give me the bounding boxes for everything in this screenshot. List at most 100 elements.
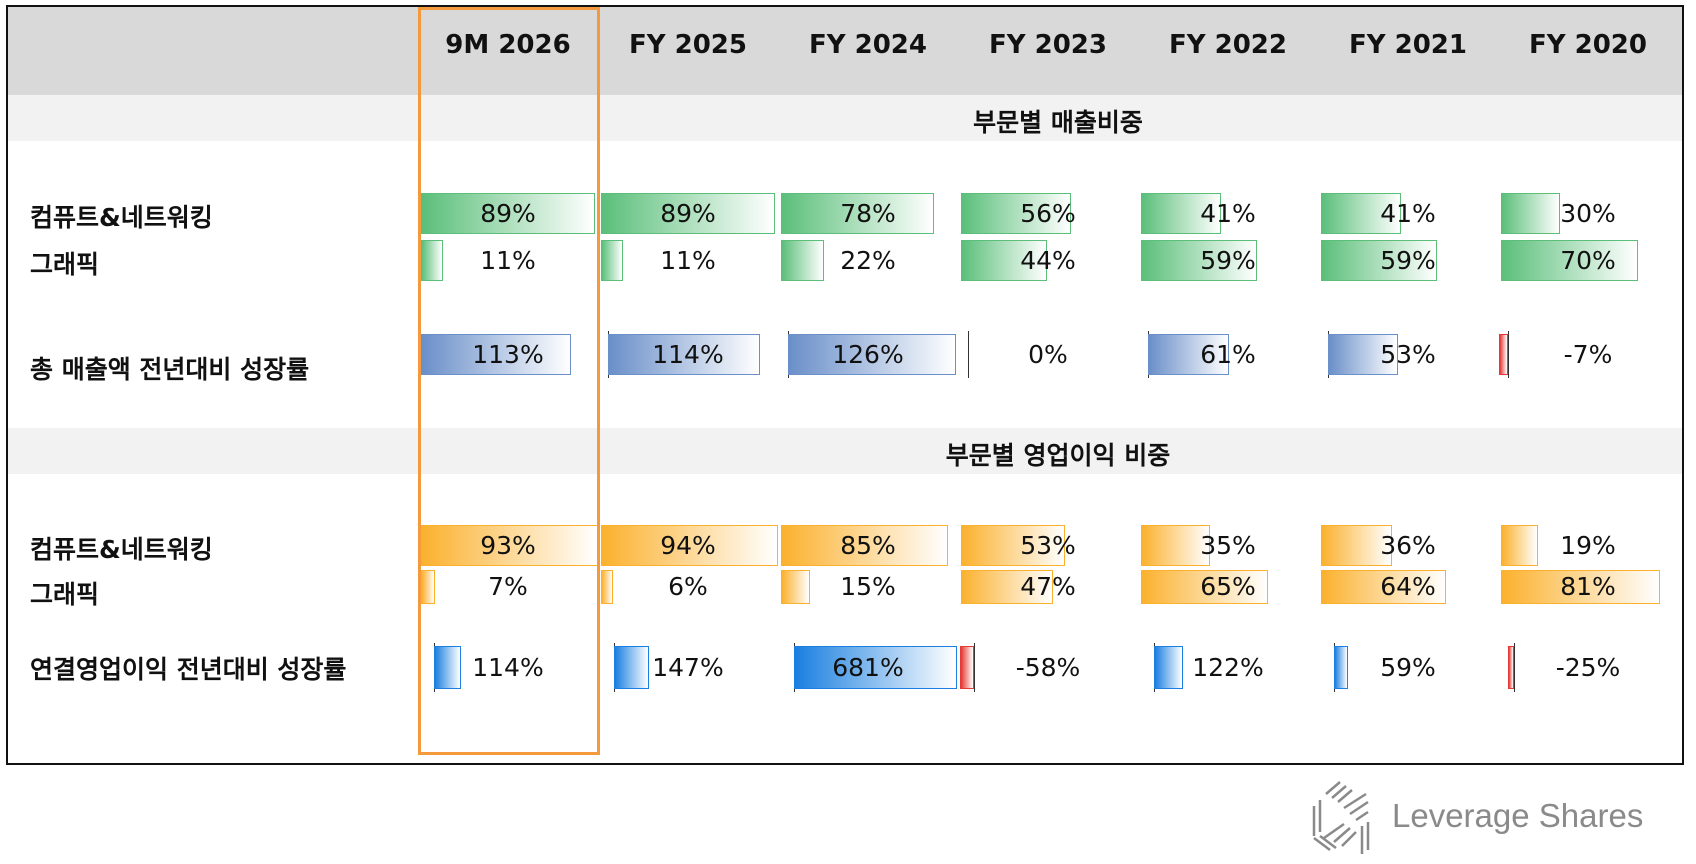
bar — [781, 240, 825, 281]
value-label: 61% — [1200, 340, 1256, 369]
value-label: 11% — [660, 246, 716, 275]
bar — [1498, 334, 1508, 375]
bar — [781, 570, 811, 604]
row-label: 컴퓨트&네트워킹 — [30, 203, 213, 232]
bar — [1501, 193, 1560, 234]
value-label: 36% — [1380, 531, 1436, 560]
value-label: 113% — [472, 340, 544, 369]
value-label: 59% — [1380, 653, 1436, 682]
value-label: 70% — [1560, 246, 1616, 275]
bar — [1328, 334, 1399, 375]
value-label: 114% — [652, 340, 724, 369]
bar — [1321, 525, 1392, 566]
value-label: 94% — [660, 531, 716, 560]
bar — [1141, 193, 1222, 234]
logo-text: Leverage Shares — [1392, 797, 1644, 834]
row-label: 컴퓨트&네트워킹 — [30, 535, 213, 564]
bar — [1321, 240, 1437, 281]
bar — [781, 525, 948, 566]
value-label: 30% — [1560, 199, 1616, 228]
bar — [601, 570, 613, 604]
bar — [434, 646, 462, 689]
bar — [1334, 646, 1349, 689]
section-header-oi: 부문별 영업이익 비중 — [8, 428, 1682, 474]
bar — [1141, 240, 1257, 281]
value-label: 56% — [1020, 199, 1076, 228]
value-label: 122% — [1192, 653, 1264, 682]
column-header: 9M 2026 — [445, 30, 571, 60]
bar — [1508, 646, 1514, 689]
bar — [1141, 525, 1210, 566]
section-title: 부문별 영업이익 비중 — [945, 441, 1171, 470]
bar — [1321, 193, 1402, 234]
table-frame — [6, 5, 1684, 765]
axis-line — [1508, 331, 1509, 378]
bar — [601, 525, 778, 566]
value-label: 64% — [1380, 572, 1436, 601]
bar — [961, 240, 1048, 281]
value-label: 93% — [480, 531, 536, 560]
section-title: 부문별 매출비중 — [973, 108, 1143, 137]
highlight-column-box — [418, 7, 600, 755]
bar — [961, 570, 1054, 604]
bar — [781, 193, 934, 234]
value-label: 59% — [1380, 246, 1436, 275]
value-label: 65% — [1200, 572, 1256, 601]
value-label: 35% — [1200, 531, 1256, 560]
row-label: 그래픽 — [30, 580, 100, 609]
logo: Leverage Shares — [1306, 776, 1643, 856]
value-label: 6% — [668, 572, 708, 601]
value-label: 53% — [1380, 340, 1436, 369]
bar — [1501, 240, 1639, 281]
value-label: 53% — [1020, 531, 1076, 560]
value-label: -25% — [1555, 653, 1621, 682]
value-label: 85% — [840, 531, 896, 560]
value-label: 147% — [652, 653, 724, 682]
value-label: 11% — [480, 246, 536, 275]
column-header: FY 2024 — [808, 30, 927, 60]
bar — [1154, 646, 1184, 689]
value-label: 19% — [1560, 531, 1616, 560]
value-label: 47% — [1020, 572, 1076, 601]
bar — [1148, 334, 1230, 375]
bar — [421, 240, 443, 281]
bar — [421, 193, 596, 234]
value-label: 44% — [1020, 246, 1076, 275]
bar — [961, 525, 1065, 566]
value-label: 7% — [488, 572, 528, 601]
value-label: 41% — [1200, 199, 1256, 228]
bar — [960, 646, 974, 689]
value-label: -58% — [1015, 653, 1081, 682]
bar — [961, 193, 1071, 234]
value-label: 22% — [840, 246, 896, 275]
value-label: 126% — [832, 340, 904, 369]
column-header: FY 2022 — [1168, 30, 1287, 60]
bar — [788, 334, 956, 375]
row-label: 연결영업이익 전년대비 성장률 — [30, 655, 347, 684]
value-label: 89% — [660, 199, 716, 228]
bar — [1141, 570, 1269, 604]
bar — [601, 240, 623, 281]
axis-line — [974, 643, 975, 692]
value-label: 59% — [1200, 246, 1256, 275]
leverage-shares-logo-icon — [1312, 781, 1370, 854]
column-header: FY 2020 — [1528, 30, 1647, 60]
value-label: 78% — [840, 199, 896, 228]
value-label: 81% — [1560, 572, 1616, 601]
bar — [608, 334, 760, 375]
value-label: -7% — [1563, 340, 1613, 369]
bar — [614, 646, 650, 689]
bar — [1501, 570, 1660, 604]
bar — [794, 646, 958, 689]
bar — [421, 570, 435, 604]
axis-line — [968, 331, 969, 378]
value-label: 15% — [840, 572, 896, 601]
value-label: 0% — [1028, 340, 1068, 369]
column-header: FY 2021 — [1348, 30, 1467, 60]
column-header: FY 2023 — [988, 30, 1107, 60]
bar — [1501, 525, 1539, 566]
axis-line — [1514, 643, 1515, 692]
value-label: 41% — [1380, 199, 1436, 228]
value-label: 89% — [480, 199, 536, 228]
bar — [1321, 570, 1447, 604]
